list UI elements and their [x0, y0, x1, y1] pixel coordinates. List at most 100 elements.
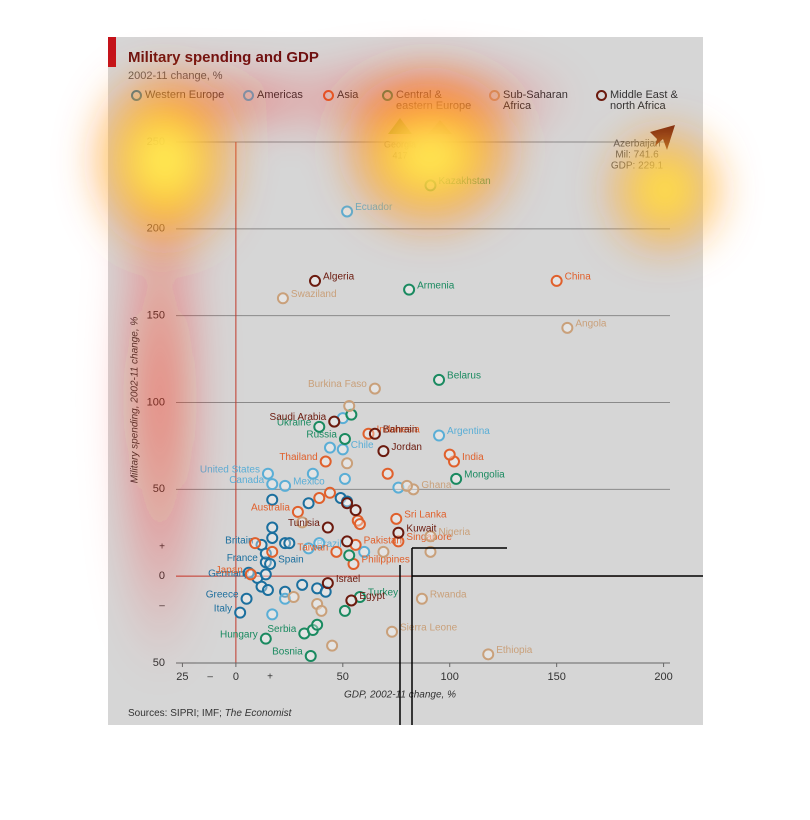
point-label: India — [462, 452, 484, 463]
point — [482, 648, 495, 661]
point — [424, 530, 437, 543]
point — [266, 608, 279, 621]
point — [302, 497, 315, 510]
point — [443, 448, 456, 461]
annotation: Georgia — [384, 139, 416, 149]
annotation: GDP: 229.1 — [611, 161, 664, 172]
legend-marker — [489, 90, 500, 101]
point — [328, 415, 341, 428]
legend-label: Western Europe — [145, 89, 225, 101]
point-label: Singapore — [406, 532, 452, 543]
source-italic: The Economist — [225, 708, 293, 719]
point — [315, 604, 328, 617]
point — [392, 481, 405, 494]
annotation: Azerbaijan — [613, 139, 660, 150]
point-label: Britain — [225, 536, 253, 547]
legend-label: Asia — [337, 89, 359, 101]
point — [296, 516, 309, 529]
point-label: Indonesia — [376, 424, 420, 435]
point — [304, 650, 317, 663]
point — [433, 429, 446, 442]
point-label: Swaziland — [291, 289, 337, 300]
legend-entry: Americas — [243, 90, 303, 101]
point — [311, 618, 324, 631]
point — [407, 483, 420, 496]
point — [266, 478, 279, 491]
point-label: Turkey — [368, 588, 398, 599]
point-label: Armenia — [417, 280, 455, 291]
point — [385, 625, 398, 638]
x-tick-label: 100 — [441, 671, 459, 683]
y-tick-label: 150 — [147, 310, 165, 322]
subtitle: 2002-11 change, % — [128, 70, 223, 82]
point-label: Philippines — [361, 555, 409, 566]
point-label: Bosnia — [272, 647, 303, 658]
point — [341, 205, 354, 218]
point — [377, 545, 390, 558]
legend-marker — [131, 90, 142, 101]
point — [338, 432, 351, 445]
x-tick-label: 200 — [654, 671, 672, 683]
point — [261, 584, 274, 597]
point-label: Sri Lanka — [404, 509, 447, 520]
sign-mark: – — [207, 672, 213, 683]
sign-mark: + — [267, 672, 273, 683]
point — [259, 568, 272, 581]
point — [313, 420, 326, 433]
red-tag — [108, 37, 116, 67]
y-tick-label: 250 — [147, 136, 165, 148]
point-label: Argentina — [447, 426, 490, 437]
point — [381, 467, 394, 480]
point-label: Egypt — [359, 591, 385, 602]
point-label: Saudi Arabia — [270, 412, 327, 423]
point — [323, 486, 336, 499]
point — [261, 467, 274, 480]
legend-entry: Middle East & north Africa — [596, 90, 678, 112]
point — [244, 568, 257, 581]
point-label: France — [227, 553, 259, 564]
point — [240, 592, 253, 605]
y-tick-label: 50 — [153, 657, 165, 669]
legend-marker — [323, 90, 334, 101]
point — [433, 373, 446, 386]
legend-label: Sub-Saharan Africa — [503, 89, 568, 112]
y-axis-label: Military spending, 2002-11 change, % — [130, 317, 141, 484]
point-label: Belarus — [447, 371, 481, 382]
legend-marker — [243, 90, 254, 101]
point — [313, 537, 326, 550]
point — [424, 545, 437, 558]
point-label: Ethiopia — [496, 645, 533, 656]
point-label: Australia — [251, 503, 290, 514]
point — [400, 479, 413, 492]
point — [330, 545, 343, 558]
point — [321, 577, 334, 590]
x-tick-label: 0 — [233, 671, 239, 683]
point-label: Chile — [351, 440, 374, 451]
point-label: Ecuador — [355, 202, 393, 213]
point-label: Sierra Leone — [400, 622, 458, 633]
point — [403, 283, 416, 296]
point — [415, 592, 428, 605]
point-label: Jordan — [391, 442, 422, 453]
point — [392, 535, 405, 548]
sign-mark: – — [159, 600, 165, 611]
point — [321, 521, 334, 534]
legend-label: Middle East & north Africa — [610, 89, 678, 112]
point-label: Hungary — [220, 629, 258, 640]
point — [276, 292, 289, 305]
point — [377, 445, 390, 458]
point — [338, 472, 351, 485]
point — [341, 457, 354, 470]
point — [338, 604, 351, 617]
legend-label: Central & eastern Europe — [396, 89, 472, 112]
point — [353, 518, 366, 531]
point — [264, 558, 277, 571]
point — [249, 537, 262, 550]
point — [255, 580, 268, 593]
point — [450, 472, 463, 485]
legend-entry: Western Europe — [131, 90, 224, 101]
point-label: Russia — [306, 430, 337, 441]
point — [550, 274, 563, 287]
legend-marker — [382, 90, 393, 101]
